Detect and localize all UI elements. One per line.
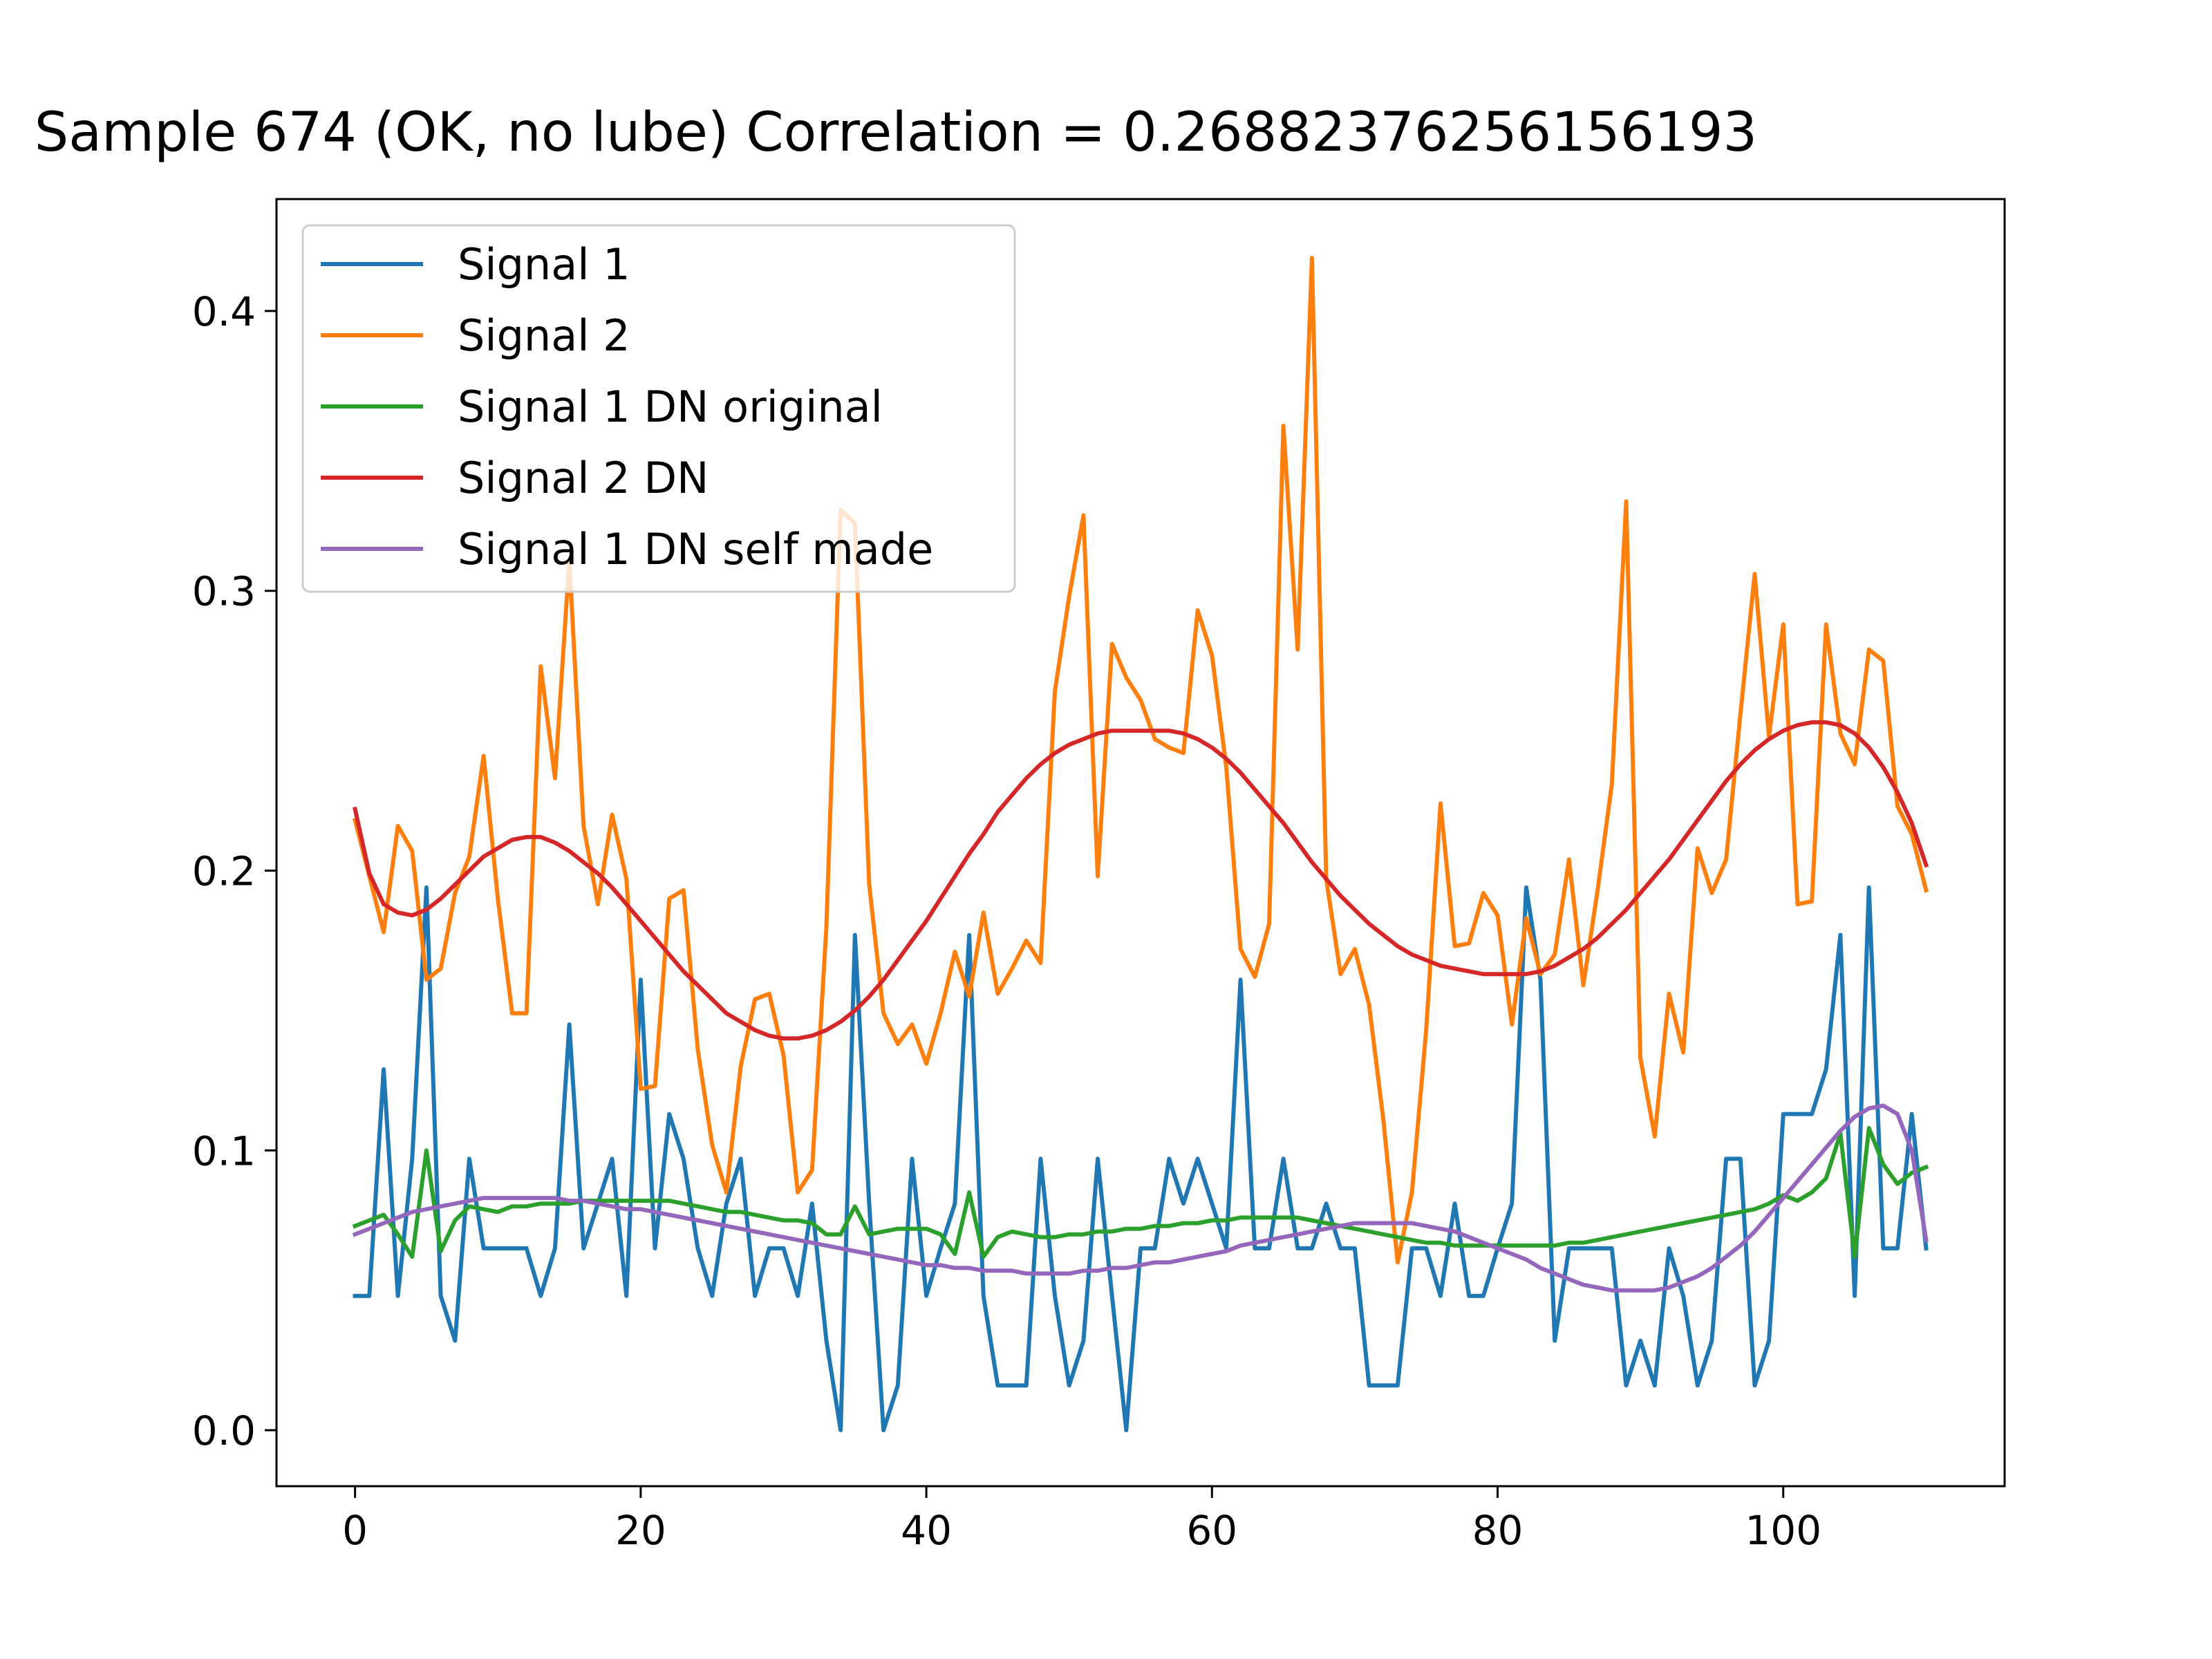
x-tick-label: 20 <box>615 1507 666 1554</box>
y-tick-label: 0.2 <box>192 847 256 894</box>
series-line-3 <box>352 1125 1929 1259</box>
legend-label: Signal 1 <box>458 239 630 290</box>
x-tick-label: 100 <box>1745 1507 1821 1554</box>
y-tick-label: 0.1 <box>192 1127 256 1174</box>
y-tick-label: 0.3 <box>192 568 256 615</box>
y-axis: 0.0 0.1 0.2 0.3 0.4 <box>192 288 276 1454</box>
chart-title: Sample 674 (OK, no lube) Correlation = 0… <box>35 102 1757 164</box>
x-axis: 0 20 40 60 80 100 <box>342 1486 1821 1554</box>
series-line-4 <box>353 720 1929 1041</box>
x-tick-label: 40 <box>901 1507 952 1554</box>
x-tick-label: 80 <box>1472 1507 1524 1554</box>
x-tick-label: 0 <box>342 1507 368 1554</box>
legend-box <box>301 224 1016 593</box>
legend: Signal 1 Signal 2 Signal 1 DN original Sign… <box>301 224 1016 593</box>
series-line-1 <box>353 885 1929 1432</box>
legend-label: Signal 1 DN self made <box>458 524 933 574</box>
plot-frame <box>275 198 2006 1488</box>
legend-entries: Signal 1 Signal 2 Signal 1 DN original Sign… <box>321 239 933 574</box>
y-tick-label: 0.4 <box>192 288 256 335</box>
legend-label: Signal 2 DN <box>458 453 709 503</box>
legend-label: Signal 2 <box>458 310 630 361</box>
series-line-5 <box>352 1103 1929 1293</box>
plot-lines <box>352 256 1929 1432</box>
series-line-2 <box>352 256 1929 1265</box>
x-tick-label: 60 <box>1186 1507 1237 1554</box>
legend-label: Signal 1 DN original <box>458 382 883 432</box>
y-tick-label: 0.0 <box>192 1407 256 1454</box>
